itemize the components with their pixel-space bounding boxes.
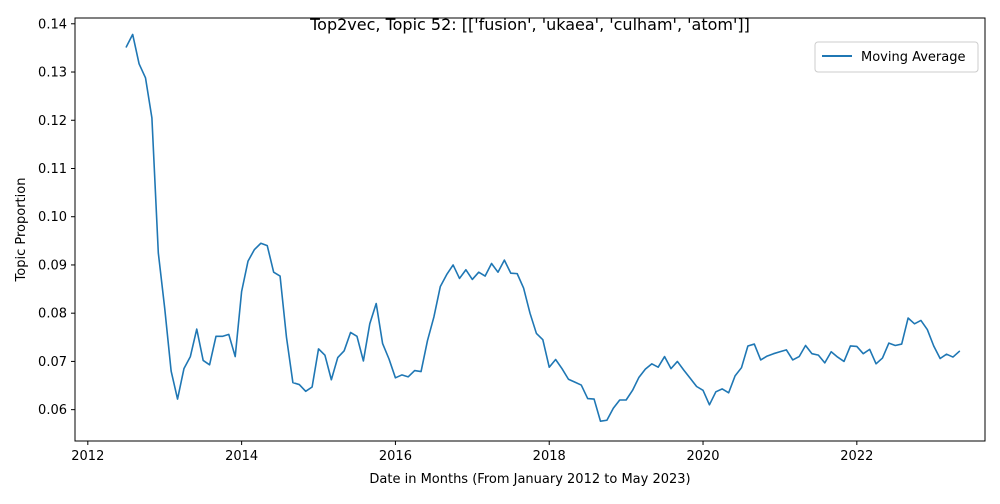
- y-tick-label: 0.11: [38, 162, 67, 177]
- x-tick-label: 2014: [225, 449, 258, 464]
- legend-entry-label: Moving Average: [861, 50, 965, 65]
- series-layer: [125, 33, 961, 423]
- y-tick-label: 0.10: [38, 210, 67, 225]
- x-tick-label: 2012: [71, 449, 104, 464]
- y-tick-label: 0.13: [38, 66, 67, 81]
- legend: Moving Average: [814, 41, 979, 73]
- x-axis-ticks: 2012 2014 2016 2018 2020 2022: [71, 441, 873, 464]
- legend-box: [814, 41, 979, 73]
- y-tick-label: 0.08: [38, 307, 67, 322]
- y-axis-label: Topic Proportion: [14, 178, 29, 283]
- y-tick-label: 0.06: [38, 403, 67, 418]
- y-tick-label: 0.12: [38, 114, 67, 129]
- plot-frame: [74, 17, 986, 442]
- x-tick-label: 2020: [686, 449, 719, 464]
- x-tick-label: 2016: [379, 449, 412, 464]
- series-line-moving-average: [125, 33, 961, 423]
- y-tick-label: 0.09: [38, 258, 67, 273]
- x-axis-label: Date in Months (From January 2012 to May…: [369, 472, 690, 487]
- chart-title: Top2vec, Topic 52: [['fusion', 'ukaea', …: [309, 15, 750, 34]
- y-axis-ticks: 0.06 0.07 0.08 0.09 0.10 0.11 0.12 0.13 0.14: [38, 17, 75, 418]
- plot-area: 2012 2014 2016 2018 2020 2022 0.060.070.080.0…: [38, 17, 986, 464]
- x-tick-label: 2022: [840, 449, 873, 464]
- y-tick-label: 0.07: [38, 355, 67, 370]
- y-tick-label: 0.14: [38, 17, 67, 32]
- x-tick-label: 2018: [533, 449, 566, 464]
